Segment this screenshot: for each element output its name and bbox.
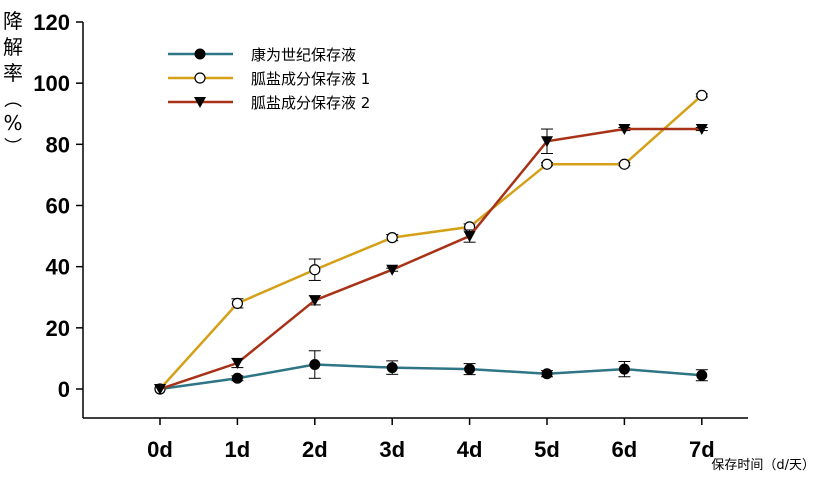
x-tick-label: 3d bbox=[379, 437, 405, 462]
series-line bbox=[159, 363, 702, 391]
y-axis-label-char: 解 bbox=[3, 35, 23, 59]
y-tick-label: 20 bbox=[46, 316, 70, 341]
data-point bbox=[386, 362, 398, 374]
data-point bbox=[309, 359, 321, 371]
data-point bbox=[618, 363, 630, 375]
legend-label: 胍盐成分保存液 1 bbox=[251, 70, 370, 88]
series-3 bbox=[154, 124, 708, 395]
legend-marker bbox=[194, 72, 206, 84]
y-tick-label: 60 bbox=[46, 194, 70, 219]
y-tick-label: 0 bbox=[58, 377, 70, 402]
x-tick-label: 6d bbox=[612, 437, 638, 462]
data-point bbox=[231, 358, 244, 370]
series-layer bbox=[154, 89, 708, 395]
legend-entry: 胍盐成分保存液 2 bbox=[168, 94, 370, 112]
legend-marker bbox=[194, 97, 206, 108]
x-tick-label: 0d bbox=[147, 437, 173, 462]
y-tick-label: 100 bbox=[33, 71, 70, 96]
x-tick-label: 7d bbox=[689, 437, 715, 462]
series-2 bbox=[154, 89, 708, 395]
data-point bbox=[618, 124, 631, 136]
legend-entry: 胍盐成分保存液 1 bbox=[168, 70, 370, 88]
data-point bbox=[695, 124, 708, 136]
x-axis-label: 保存时间（d/天） bbox=[711, 458, 815, 473]
series-line bbox=[159, 94, 703, 390]
series-1 bbox=[154, 350, 708, 395]
y-axis-label-char: % bbox=[3, 111, 22, 135]
data-point bbox=[696, 89, 708, 102]
data-point bbox=[696, 369, 708, 381]
legend-entry: 康为世纪保存液 bbox=[168, 46, 356, 64]
series-line bbox=[159, 127, 702, 391]
data-point bbox=[463, 231, 476, 243]
y-axis-label-char: ） bbox=[1, 137, 22, 155]
y-axis-label-char: 降 bbox=[3, 9, 23, 33]
data-point bbox=[231, 297, 243, 309]
data-point bbox=[154, 384, 166, 395]
x-tick-label: 4d bbox=[457, 437, 483, 462]
legend-label: 胍盐成分保存液 2 bbox=[251, 94, 370, 112]
data-point bbox=[464, 363, 476, 375]
y-axis-label-char: 率 bbox=[3, 61, 23, 85]
data-point bbox=[309, 264, 321, 276]
legend-marker bbox=[194, 48, 206, 60]
y-tick-label: 80 bbox=[46, 132, 70, 157]
data-point bbox=[541, 368, 553, 380]
x-tick-label: 5d bbox=[534, 437, 560, 462]
y-tick-label: 40 bbox=[46, 255, 70, 280]
data-point bbox=[386, 264, 399, 276]
data-point bbox=[386, 232, 398, 244]
legend-label: 康为世纪保存液 bbox=[251, 46, 356, 64]
x-tick-label: 1d bbox=[225, 437, 251, 462]
y-axis-label: 降解率 （% ） bbox=[1, 9, 23, 155]
x-tick-label: 2d bbox=[302, 437, 328, 462]
data-point bbox=[308, 295, 321, 307]
y-axis-label-char: （ bbox=[1, 90, 22, 108]
y-tick-label: 120 bbox=[33, 10, 70, 35]
data-point bbox=[541, 136, 553, 148]
data-point bbox=[231, 372, 243, 384]
data-point bbox=[541, 158, 553, 170]
data-point bbox=[618, 158, 631, 170]
